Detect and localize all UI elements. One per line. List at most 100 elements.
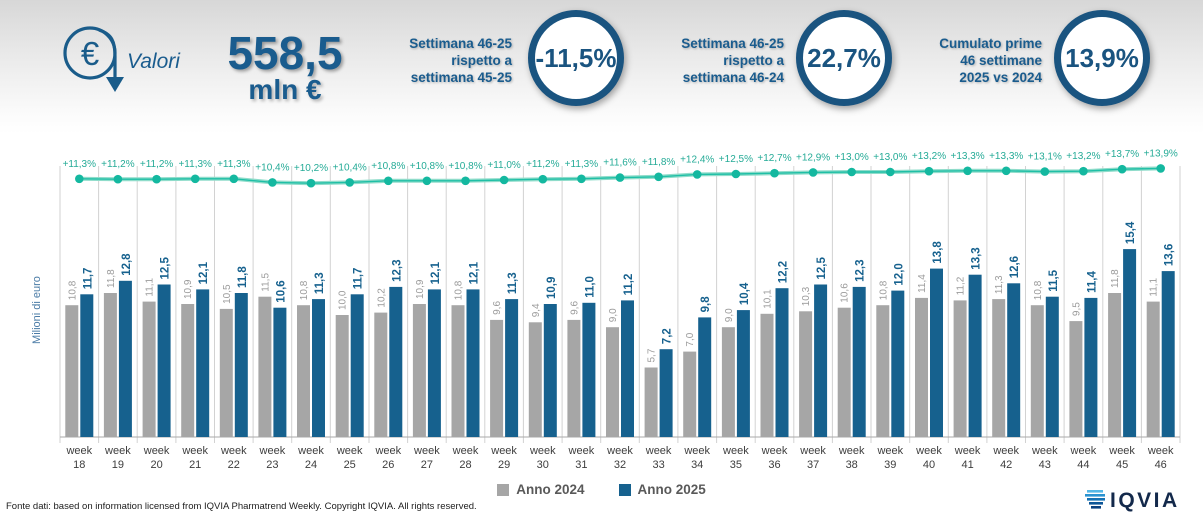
kpi-wow-label: Settimana 46-25 rispetto a settimana 45-…	[388, 35, 512, 86]
bar-label-2025: 11,7	[82, 268, 94, 290]
x-tick-week: week	[1147, 445, 1174, 457]
bar-label-2024: 10,8	[67, 280, 78, 300]
line-marker	[538, 174, 548, 184]
line-label: +13,7%	[1105, 149, 1139, 160]
bar-2025	[157, 284, 171, 437]
week-group: 11,8 12,8 week 19	[103, 253, 133, 471]
bar-2024	[297, 305, 310, 437]
x-tick-week: week	[645, 445, 672, 457]
line-label: +13,9%	[1144, 148, 1178, 159]
euro-value-icon: €	[63, 26, 124, 92]
line-marker	[808, 168, 818, 177]
x-tick-number: 21	[189, 459, 201, 471]
bar-label-2025: 13,6	[1164, 244, 1176, 266]
bar-2024	[1069, 321, 1083, 437]
x-tick-week: week	[413, 445, 440, 457]
bar-2024	[953, 300, 967, 437]
bar-label-2024: 10,8	[454, 280, 465, 300]
line-marker	[1001, 166, 1011, 176]
line-marker	[692, 170, 702, 179]
kpi-wow-value-badge: -11,5%	[528, 10, 624, 106]
bar-2024	[915, 297, 928, 437]
bar-2024	[1108, 293, 1122, 437]
bar-label-2024: 10,9	[183, 279, 194, 299]
line-marker	[461, 176, 470, 186]
line-marker	[345, 178, 355, 187]
week-group: 11,1 12,5 week 20	[142, 257, 172, 471]
bar-2024	[837, 307, 851, 437]
x-tick-week: week	[336, 445, 363, 457]
bar-2025	[582, 302, 596, 437]
bar-label-2025: 12,3	[855, 260, 867, 282]
line-marker	[268, 178, 277, 187]
line-marker	[1117, 164, 1127, 174]
line-marker	[75, 174, 84, 184]
bar-2025	[814, 284, 828, 437]
bar-2024	[374, 312, 388, 437]
bar-label-2025: 11,4	[1086, 271, 1098, 293]
x-tick-number: 18	[73, 459, 85, 471]
week-group: 10,8 12,1 week 28	[451, 261, 481, 471]
x-tick-number: 26	[382, 459, 394, 471]
valori-label: Valori	[127, 50, 180, 73]
legend-label-2025: Anno 2025	[637, 482, 706, 497]
line-label: +12,7%	[757, 153, 791, 164]
line-label: +11,2%	[140, 159, 174, 170]
line-marker	[731, 169, 741, 179]
x-tick-number: 33	[652, 459, 664, 471]
x-tick-week: week	[838, 445, 865, 457]
week-group: 9,0 10,4 week 35	[721, 282, 751, 471]
bar-label-2025: 11,0	[584, 276, 596, 298]
line-label: +10,4%	[255, 162, 289, 173]
bar-label-2024: 11,8	[106, 269, 117, 288]
week-group: 7,0 9,8 week 34	[683, 296, 712, 471]
x-tick-week: week	[374, 445, 401, 457]
kpi-label-line: 2025 vs 2024	[959, 70, 1042, 85]
line-label: +11,3%	[178, 159, 212, 170]
bar-label-2025: 10,4	[739, 282, 751, 305]
bar-2024	[142, 301, 156, 437]
week-group: 10,8 11,7 week 18	[65, 268, 94, 471]
line-label: +11,2%	[526, 159, 560, 170]
bar-label-2025: 12,3	[391, 260, 403, 282]
bar-2025	[968, 274, 982, 437]
bar-2025	[389, 286, 403, 437]
x-tick-number: 40	[923, 459, 935, 471]
line-label: +13,3%	[989, 151, 1023, 162]
bar-label-2025: 13,3	[971, 247, 983, 269]
week-group: 10,1 12,2 week 36	[760, 261, 790, 471]
line-label: +13,2%	[1066, 151, 1100, 162]
line-label: +10,8%	[371, 161, 405, 172]
iqvia-logo-text: IQVIA	[1110, 489, 1180, 512]
x-tick-week: week	[220, 445, 247, 457]
bar-label-2024: 10,0	[338, 290, 349, 310]
bar-label-2025: 11,3	[507, 272, 519, 294]
bar-label-2025: 12,2	[778, 261, 790, 283]
week-group: 10,5 11,8 week 22	[219, 266, 249, 471]
bar-2025	[659, 349, 673, 437]
bar-2025	[852, 286, 866, 437]
x-tick-week: week	[143, 445, 170, 457]
bar-2025	[466, 289, 480, 437]
bar-label-2024: 10,8	[299, 280, 310, 300]
line-label: +10,2%	[294, 163, 328, 174]
week-group: 10,9 12,1 week 27	[412, 261, 442, 471]
x-tick-number: 20	[150, 459, 162, 471]
x-tick-week: week	[992, 445, 1019, 457]
bar-2025	[1084, 297, 1098, 437]
x-tick-week: week	[915, 445, 942, 457]
bar-label-2024: 11,3	[994, 275, 1005, 294]
legend-swatch-2025	[618, 483, 631, 496]
line-label: +13,0%	[835, 152, 869, 163]
week-group: 10,6 12,3 week 38	[837, 260, 867, 471]
x-tick-week: week	[104, 445, 131, 457]
down-arrow-icon	[106, 77, 124, 92]
line-label: +11,6%	[603, 158, 637, 169]
bar-2025	[350, 294, 364, 437]
line-label: +12,5%	[719, 154, 753, 165]
bar-label-2024: 11,4	[917, 274, 928, 293]
bar-2024	[799, 311, 813, 437]
bar-2024	[528, 322, 542, 437]
bar-label-2024: 10,3	[801, 286, 812, 306]
bar-label-2025: 9,8	[700, 296, 712, 313]
